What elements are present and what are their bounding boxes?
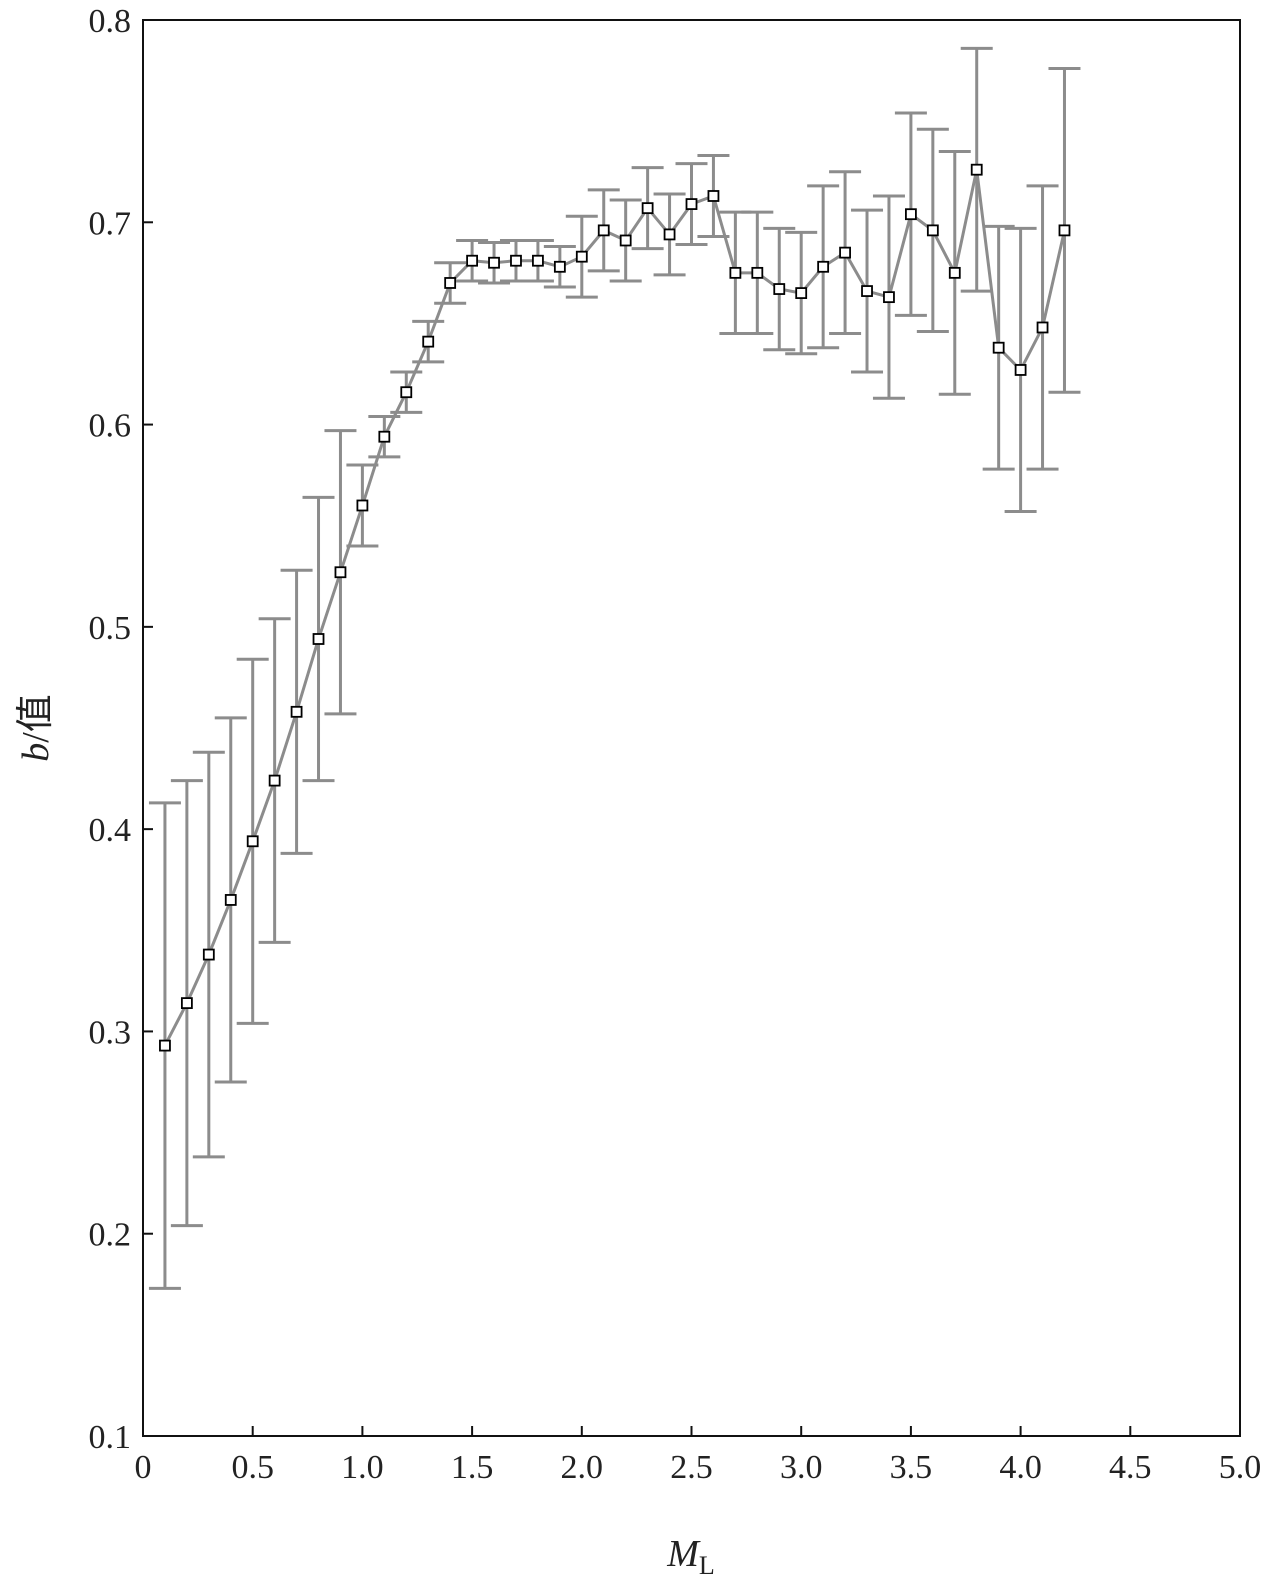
x-axis-label-subscript: L bbox=[699, 1551, 715, 1578]
y-tick-label: 0.8 bbox=[89, 3, 132, 40]
x-axis-label: ML bbox=[666, 1533, 715, 1578]
data-point bbox=[444, 277, 457, 289]
data-point bbox=[926, 224, 939, 237]
data-point bbox=[970, 163, 983, 176]
data-point bbox=[532, 254, 544, 267]
data-point bbox=[466, 254, 479, 267]
data-point bbox=[641, 202, 654, 215]
data-point bbox=[861, 285, 873, 297]
data-point bbox=[883, 291, 895, 304]
data-point bbox=[992, 341, 1005, 354]
x-tick-label: 2.5 bbox=[670, 1449, 713, 1486]
y-tick-label: 0.5 bbox=[89, 610, 132, 647]
y-tick-label: 0.4 bbox=[89, 812, 132, 849]
data-point bbox=[817, 260, 830, 273]
data-point bbox=[685, 198, 698, 210]
data-point bbox=[619, 234, 632, 247]
data-point bbox=[268, 774, 281, 787]
data-point bbox=[1014, 364, 1027, 376]
line-layer bbox=[163, 169, 1066, 1047]
data-point bbox=[795, 287, 808, 299]
x-axis-label-main: M bbox=[666, 1533, 701, 1575]
series-line bbox=[163, 169, 1066, 1047]
data-point bbox=[159, 1039, 171, 1052]
data-point bbox=[773, 283, 786, 295]
data-point bbox=[400, 386, 413, 399]
data-point bbox=[839, 246, 851, 259]
y-axis-label: b/值 bbox=[15, 694, 57, 762]
tick-layer bbox=[142, 19, 1241, 1437]
data-point bbox=[202, 948, 215, 961]
x-tick-label: 2.0 bbox=[561, 1449, 604, 1486]
data-point bbox=[422, 335, 435, 348]
data-point bbox=[597, 224, 610, 237]
data-point bbox=[663, 228, 676, 241]
y-tick-label: 0.2 bbox=[89, 1217, 132, 1254]
data-point bbox=[575, 250, 588, 263]
x-tick-label: 0 bbox=[135, 1449, 152, 1486]
data-point bbox=[729, 266, 742, 279]
data-point bbox=[224, 894, 237, 906]
data-point bbox=[290, 705, 303, 718]
x-tick-label: 0.5 bbox=[231, 1449, 274, 1486]
y-tick-label: 0.1 bbox=[89, 1419, 132, 1456]
x-tick-label: 1.5 bbox=[451, 1449, 494, 1486]
data-point bbox=[751, 266, 764, 279]
x-tick-label: 4.5 bbox=[1109, 1449, 1152, 1486]
data-point bbox=[553, 260, 566, 273]
data-point bbox=[1058, 224, 1071, 237]
data-point bbox=[948, 266, 961, 279]
marker-layer bbox=[159, 163, 1071, 1052]
data-point bbox=[312, 633, 325, 645]
y-tick-label: 0.3 bbox=[89, 1014, 132, 1051]
y-axis-label-italic: b bbox=[15, 743, 57, 762]
x-tick-label: 1.0 bbox=[341, 1449, 384, 1486]
data-point bbox=[510, 254, 522, 267]
data-point bbox=[1036, 321, 1049, 334]
x-tick-label: 5.0 bbox=[1219, 1449, 1262, 1486]
data-point bbox=[905, 208, 917, 221]
x-tick-label: 3.5 bbox=[890, 1449, 933, 1486]
y-tick-label: 0.6 bbox=[89, 408, 132, 445]
data-point bbox=[334, 566, 347, 579]
data-point bbox=[488, 256, 500, 269]
data-point bbox=[246, 835, 259, 848]
data-point bbox=[180, 997, 193, 1010]
x-tick-label: 3.0 bbox=[780, 1449, 823, 1486]
y-tick-label: 0.7 bbox=[89, 205, 132, 242]
data-point bbox=[707, 190, 720, 202]
data-point bbox=[378, 430, 391, 443]
data-point bbox=[356, 499, 369, 512]
x-tick-label: 4.0 bbox=[999, 1449, 1042, 1486]
y-axis-label-rest: /值 bbox=[15, 694, 57, 743]
tick-label-layer: 0 0.5 1.0 1.5 2.0 2.5 3.0 3.5 4.0 4.5 5.0 0.1 0.2 0.3… bbox=[89, 3, 1262, 1486]
